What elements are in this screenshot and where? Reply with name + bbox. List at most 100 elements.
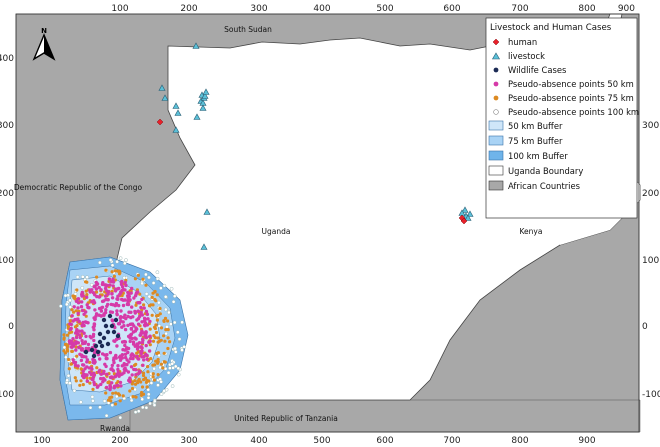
pseudo-absence-100km-point xyxy=(176,372,181,377)
pseudo-absence-75km-point xyxy=(69,362,73,366)
pseudo-absence-75km-point xyxy=(149,303,153,307)
y-tick-right: 300 xyxy=(642,121,659,131)
pseudo-absence-100km-point xyxy=(118,256,123,261)
pseudo-absence-75km-point xyxy=(151,375,155,379)
pseudo-absence-75km-point xyxy=(141,371,146,375)
pseudo-absence-100km-point xyxy=(133,410,138,414)
pseudo-absence-100km-point xyxy=(59,304,63,308)
pseudo-absence-50km-point xyxy=(116,294,120,298)
pseudo-absence-100km-point xyxy=(68,305,73,309)
pseudo-absence-100km-point xyxy=(66,373,71,378)
pseudo-absence-50km-point xyxy=(129,326,134,331)
pseudo-absence-75km-point xyxy=(162,334,166,338)
pseudo-absence-50km-point xyxy=(87,366,92,370)
pseudo-absence-100km-point xyxy=(176,366,181,371)
pseudo-absence-75km-point xyxy=(84,314,88,318)
pseudo-absence-50km-point xyxy=(101,376,106,381)
pseudo-absence-50km-point xyxy=(90,288,94,292)
y-tick-left: 100 xyxy=(0,256,14,266)
pseudo-absence-100km-point xyxy=(68,298,72,303)
pseudo-absence-75km-point xyxy=(66,349,70,353)
pseudo-absence-75km-point xyxy=(140,385,145,389)
pseudo-absence-75km-point xyxy=(150,295,154,299)
pseudo-absence-100km-point xyxy=(108,258,113,262)
pseudo-absence-75km-point xyxy=(162,360,166,364)
pseudo-absence-75km-point xyxy=(118,399,122,403)
pseudo-absence-75km-point xyxy=(71,294,75,298)
wildlife-case-point xyxy=(111,329,117,335)
pseudo-absence-50km-point xyxy=(83,340,88,344)
pseudo-absence-100km-point xyxy=(147,275,151,280)
pseudo-absence-50km-point xyxy=(80,323,84,328)
pseudo-absence-100km-point xyxy=(124,258,128,262)
pseudo-absence-75km-point xyxy=(152,378,157,382)
pseudo-absence-75km-point xyxy=(146,370,150,374)
pseudo-absence-75km-point xyxy=(136,273,140,277)
pseudo-absence-100km-point xyxy=(175,330,180,335)
legend-buffer100-label: 100 km Buffer xyxy=(508,151,568,161)
pseudo-absence-50km-point xyxy=(116,370,120,375)
legend-buffer50-symbol xyxy=(488,120,504,131)
pseudo-absence-50km-point xyxy=(123,327,128,332)
pseudo-absence-50km-point xyxy=(128,298,132,302)
pseudo-absence-50km-point xyxy=(142,358,146,362)
pseudo-absence-50km-point xyxy=(126,323,130,328)
pseudo-absence-50km-point xyxy=(92,380,96,385)
pseudo-absence-75km-point xyxy=(79,367,83,371)
pseudo-absence-50km-point xyxy=(110,381,114,385)
pseudo-absence-50km-point xyxy=(93,308,97,312)
legend-pseudo75-label: Pseudo-absence points 75 km xyxy=(508,93,634,103)
pseudo-absence-50km-point xyxy=(107,277,112,281)
pseudo-absence-50km-point xyxy=(123,352,128,356)
pseudo-absence-100km-point xyxy=(162,283,167,288)
pseudo-absence-50km-point xyxy=(114,353,118,358)
pseudo-absence-50km-point xyxy=(121,315,126,319)
pseudo-absence-75km-point xyxy=(139,380,143,384)
pseudo-absence-50km-point xyxy=(116,367,120,372)
pseudo-absence-50km-point xyxy=(105,372,109,376)
pseudo-absence-100km-point xyxy=(118,415,123,420)
x-tick-top: 400 xyxy=(313,4,330,14)
pseudo-absence-50km-point xyxy=(122,324,126,328)
pseudo-absence-100km-point xyxy=(163,366,168,371)
pseudo-absence-100km-point xyxy=(144,405,149,410)
pseudo-absence-50km-point xyxy=(128,356,133,361)
pseudo-absence-75km-point xyxy=(72,310,76,314)
pseudo-absence-50km-point xyxy=(132,354,136,358)
pseudo-absence-50km-point xyxy=(81,369,85,373)
pseudo-absence-50km-point xyxy=(125,362,129,367)
livestock-case-point xyxy=(203,208,211,215)
pseudo-absence-75km-point xyxy=(152,325,157,329)
label-south-sudan: South Sudan xyxy=(224,25,272,34)
pseudo-absence-75km-point xyxy=(70,349,74,353)
legend-pseudo100-symbol xyxy=(493,109,499,115)
pseudo-absence-75km-point xyxy=(111,391,115,395)
pseudo-absence-50km-point xyxy=(102,371,106,375)
pseudo-absence-50km-point xyxy=(115,309,119,313)
pseudo-absence-100km-point xyxy=(91,398,95,403)
human-case-point xyxy=(460,217,468,225)
pseudo-absence-50km-point xyxy=(104,356,108,361)
y-tick-right: 0 xyxy=(642,322,648,332)
pseudo-absence-50km-point xyxy=(93,317,97,322)
pseudo-absence-75km-point xyxy=(142,303,146,307)
pseudo-absence-50km-point xyxy=(121,348,125,352)
x-tick-top: 800 xyxy=(578,4,595,14)
pseudo-absence-75km-point xyxy=(155,318,159,322)
pseudo-absence-50km-points xyxy=(67,277,152,392)
wildlife-case-point xyxy=(103,323,109,329)
pseudo-absence-50km-point xyxy=(74,348,78,352)
pseudo-absence-100km-point xyxy=(152,399,157,404)
pseudo-absence-50km-point xyxy=(110,363,115,368)
pseudo-absence-75km-point xyxy=(166,328,170,332)
legend-african-countries-symbol xyxy=(488,180,504,191)
pseudo-absence-50km-point xyxy=(130,305,134,309)
pseudo-absence-50km-point xyxy=(74,335,79,340)
pseudo-absence-50km-point xyxy=(127,378,131,382)
legend-human-label: human xyxy=(508,37,537,47)
pseudo-absence-50km-point xyxy=(105,304,109,308)
pseudo-absence-75km-point xyxy=(153,290,157,294)
pseudo-absence-75km-point xyxy=(162,319,166,323)
pseudo-absence-50km-point xyxy=(70,314,74,318)
y-tick-left: -100 xyxy=(0,390,14,400)
